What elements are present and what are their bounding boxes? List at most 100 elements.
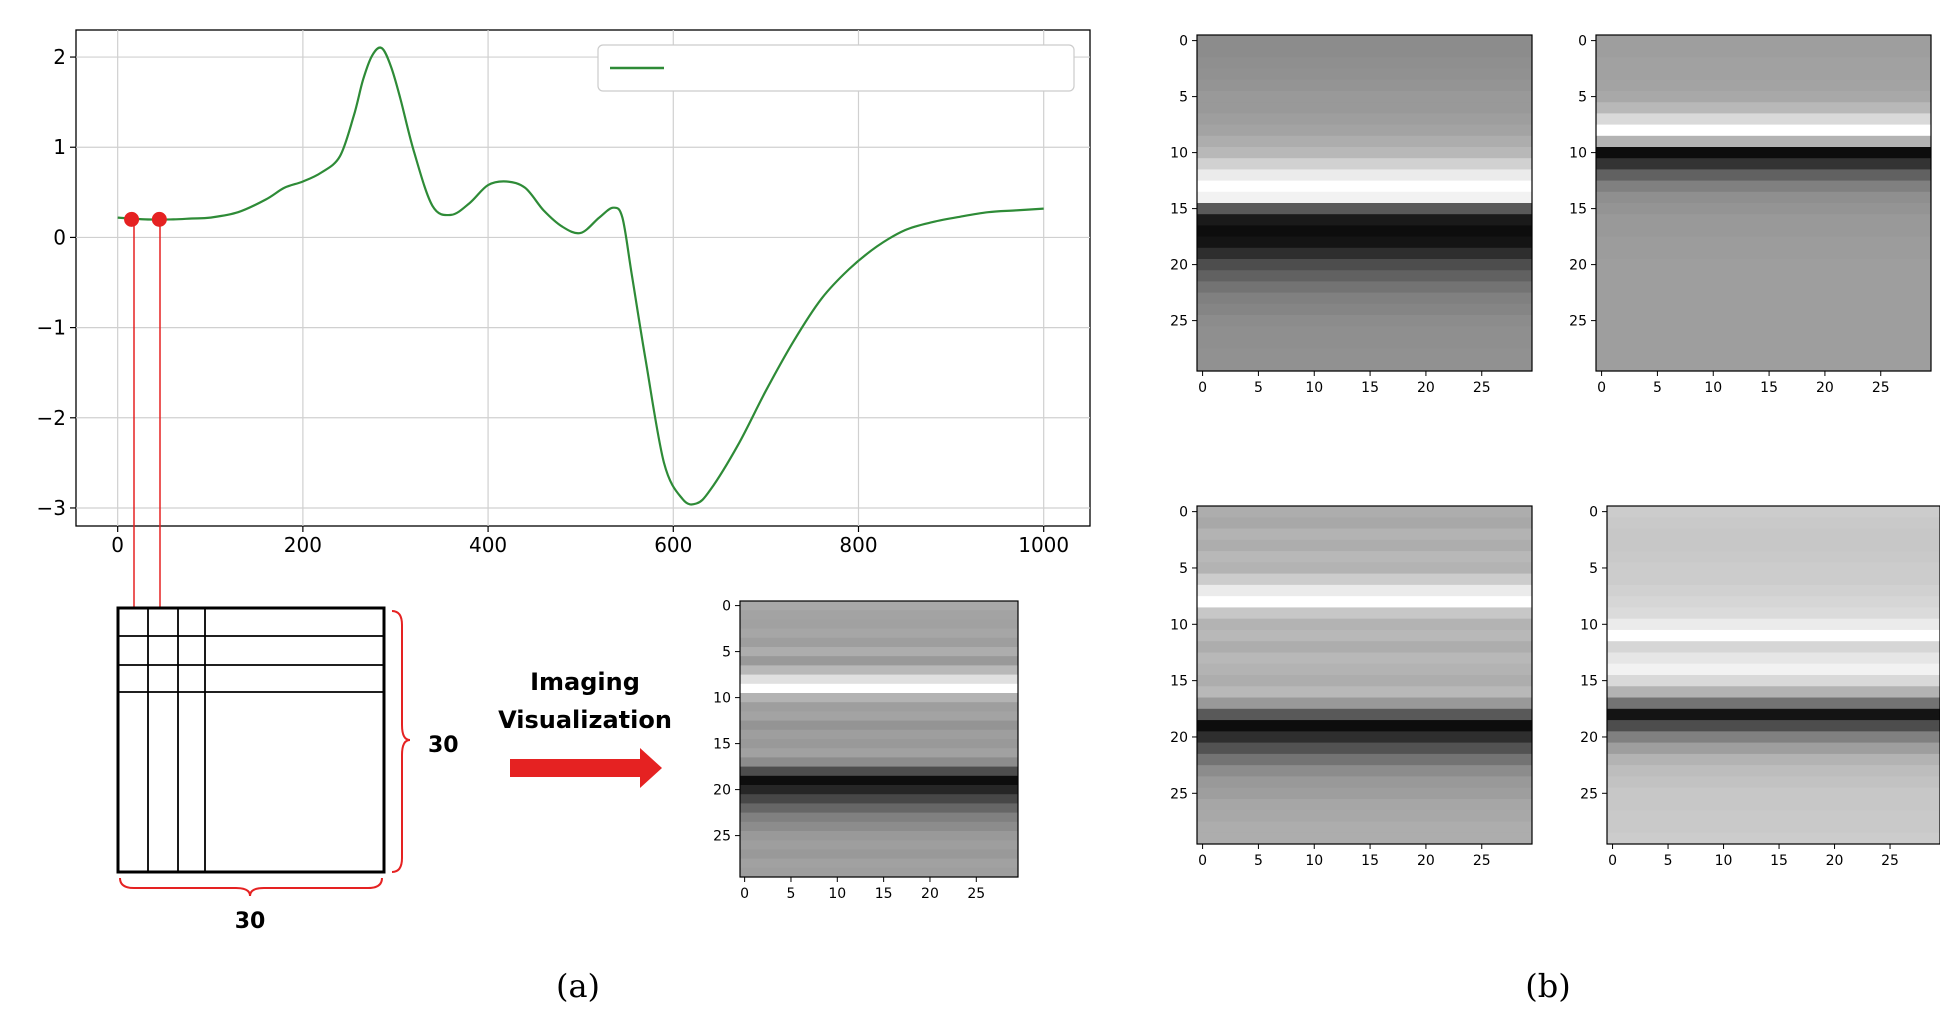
heatmap-row (1607, 506, 1940, 518)
imaging-arrow: Imaging Visualization (498, 668, 672, 788)
heatmap-x-tick-label: 0 (740, 886, 749, 902)
heatmap-x-tick-label: 10 (1715, 853, 1733, 869)
heatmap-row (1596, 203, 1931, 215)
heatmap-row (1596, 337, 1931, 350)
heatmap-frame (1606, 505, 1940, 845)
heatmap-row (740, 757, 1018, 768)
heatmap-row (1197, 742, 1532, 755)
heatmap-y-tick-label: 15 (1170, 674, 1188, 690)
heatmap-row (1607, 551, 1940, 563)
heatmap-row (1197, 675, 1532, 687)
heatmap-x-tick-label: 5 (1653, 380, 1662, 396)
matrix-width-label: 30 (235, 909, 266, 934)
arrow-label-line1: Imaging (530, 668, 640, 696)
heatmap-row (1197, 731, 1532, 744)
heatmap-row (740, 601, 1018, 611)
heatmap-row (1596, 315, 1931, 327)
heatmap-row (1197, 821, 1532, 834)
heatmap-row (740, 766, 1018, 777)
heatmap-y-tick-label: 20 (1580, 730, 1598, 746)
heatmap-y-tick-label: 10 (713, 691, 731, 707)
heatmap-row (1197, 348, 1532, 361)
heatmap-x-tick-label: 0 (1597, 380, 1606, 396)
heatmap-frame (1196, 505, 1533, 845)
heatmap-row (1607, 720, 1940, 732)
heatmap-y-tick-label: 15 (713, 737, 731, 753)
heatmap-row (740, 849, 1018, 860)
heatmap-y-tick-label: 0 (1578, 34, 1587, 50)
heatmap-row (1596, 303, 1931, 316)
heatmap-row (1197, 359, 1532, 372)
heatmap-y-tick-label: 20 (713, 783, 731, 799)
heatmap-y-tick-label: 5 (1179, 90, 1188, 106)
heatmap-row (1596, 79, 1931, 92)
y-tick-label: −3 (37, 496, 66, 520)
heatmap-y-tick-label: 10 (1170, 146, 1188, 162)
heatmap-frame (1196, 34, 1533, 372)
heatmap-row (1197, 686, 1532, 699)
heatmap-y-tick-label: 0 (1589, 505, 1598, 521)
heatmap-row (740, 656, 1018, 666)
heatmap-y-tick-label: 10 (1580, 617, 1598, 633)
heatmap-row (1197, 641, 1532, 654)
heatmap-x-tick-label: 15 (1361, 853, 1379, 869)
arrow-head (640, 748, 662, 788)
heatmap-x-tick-label: 5 (1664, 853, 1673, 869)
heatmap-row (740, 794, 1018, 804)
heatmap-row (1197, 281, 1532, 294)
heatmap-row (740, 610, 1018, 620)
highlight-point (124, 211, 140, 227)
heatmap-row (1607, 641, 1940, 654)
heatmap-row (1197, 158, 1532, 170)
heatmap-x-tick-label: 25 (967, 886, 985, 902)
arrow-shaft (510, 759, 642, 777)
heatmap-x-tick-label: 0 (1608, 853, 1617, 869)
heatmap-x-tick-label: 10 (828, 886, 846, 902)
heatmap-row (1197, 124, 1532, 137)
x-tick-label: 400 (469, 533, 507, 557)
x-tick-label: 0 (111, 533, 124, 557)
heatmap-row (740, 702, 1018, 712)
legend (597, 44, 1075, 92)
heatmap-x-tick-label: 10 (1704, 380, 1722, 396)
heatmap-row (1197, 180, 1532, 193)
heatmap-row (740, 674, 1018, 685)
heatmap-row (1197, 135, 1532, 148)
heatmap-x-tick-label: 15 (1361, 380, 1379, 396)
heatmap-y-tick-label: 5 (722, 645, 731, 661)
heatmap-x-tick-label: 25 (1473, 853, 1491, 869)
y-tick-label: 0 (53, 225, 66, 249)
heatmap-row (1197, 551, 1532, 563)
heatmap-row (740, 831, 1018, 841)
heatmap-x-tick-label: 20 (1826, 853, 1844, 869)
heatmap-row (1607, 596, 1940, 608)
heatmap-row (1607, 652, 1940, 665)
heatmap-row (1197, 832, 1532, 845)
heatmap-row (740, 729, 1018, 740)
heatmap-row (1596, 259, 1931, 271)
heatmap-row (1197, 113, 1532, 126)
heatmap-y-tick-label: 5 (1179, 561, 1188, 577)
heatmap-row (1197, 539, 1532, 552)
heatmap-row (1197, 652, 1532, 665)
heatmap-row (1197, 798, 1532, 811)
heatmap-row (1197, 191, 1532, 204)
heatmap-row (1197, 79, 1532, 92)
heatmap-y-tick-label: 5 (1578, 90, 1587, 106)
heatmap-row (740, 748, 1018, 758)
heatmap-row (1197, 562, 1532, 575)
heatmap-row (1607, 821, 1940, 834)
heatmap-row (1596, 270, 1931, 282)
heatmap-row (1596, 225, 1931, 238)
heatmap-row (740, 693, 1018, 703)
heatmap-row (1596, 102, 1931, 114)
heatmap-x-tick-label: 20 (921, 886, 939, 902)
heatmap-y-tick-label: 25 (1569, 314, 1587, 330)
heatmap-row (1197, 57, 1532, 70)
heatmap-row (1197, 35, 1532, 47)
y-tick-label: 2 (53, 45, 66, 69)
x-tick-label: 600 (654, 533, 692, 557)
matrix-height-label: 30 (428, 733, 459, 758)
heatmap-row (1607, 810, 1940, 823)
heatmap-row (1197, 147, 1532, 159)
